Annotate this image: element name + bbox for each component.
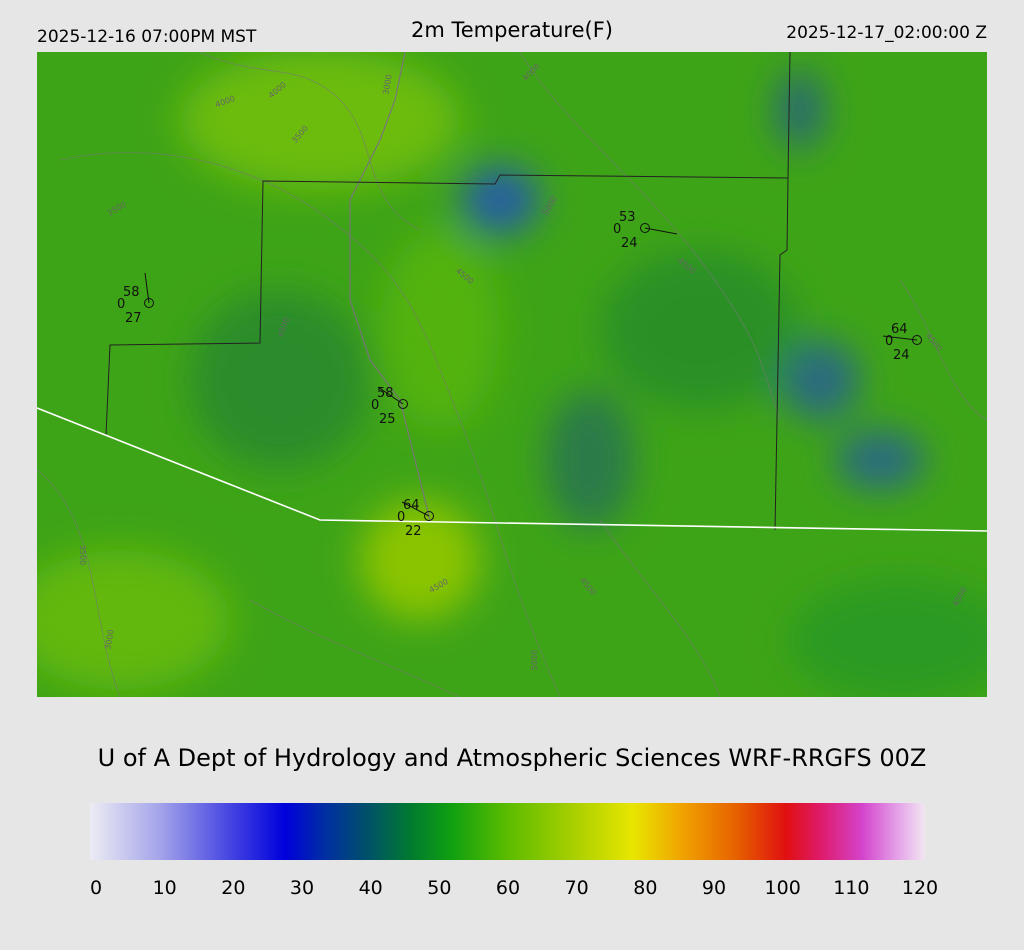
station-dewpoint: 25	[379, 412, 396, 427]
station-temperature: 64	[891, 322, 908, 337]
station-temperature: 58	[377, 386, 394, 401]
colorbar-tick-label: 80	[633, 877, 657, 899]
station-temperature: 58	[123, 285, 140, 300]
colorbar-tick-label: 40	[359, 877, 383, 899]
contour-label: 5000	[530, 650, 539, 670]
station-cover: 0	[397, 510, 405, 525]
wind-barb	[882, 335, 918, 341]
station-circle	[398, 399, 408, 409]
station-circle	[424, 511, 434, 521]
map-title: 2m Temperature(F)	[411, 18, 613, 42]
river	[349, 52, 431, 521]
state-border	[37, 407, 987, 532]
county-borders	[105, 52, 791, 436]
station-cover: 0	[613, 222, 621, 237]
wind-barb	[377, 386, 404, 405]
colorbar	[90, 803, 925, 860]
wind-barb	[644, 227, 678, 235]
colorbar-tick-label: 120	[902, 877, 938, 899]
colorbar-tick-label: 70	[565, 877, 589, 899]
contour-label: 3000	[381, 74, 393, 96]
station-dewpoint: 27	[125, 311, 142, 326]
colorbar-tick-label: 0	[90, 877, 102, 899]
colorbar-tick-label: 30	[290, 877, 314, 899]
station-temperature: 53	[619, 210, 636, 225]
contour-label: 3000	[103, 629, 115, 651]
station-dewpoint: 24	[893, 348, 910, 363]
county-borders	[774, 177, 789, 531]
colorbar-tick-label: 100	[765, 877, 801, 899]
colorbar-tick-label: 110	[833, 877, 869, 899]
temperature-field	[37, 52, 987, 697]
valid-local-time: 2025-12-16 07:00PM MST	[37, 27, 257, 47]
contours	[37, 52, 987, 697]
station-dewpoint: 24	[621, 236, 638, 251]
station-cover: 0	[371, 398, 379, 413]
station-circle	[640, 223, 650, 233]
colorbar-tick-label: 50	[427, 877, 451, 899]
footer-credit: U of A Dept of Hydrology and Atmospheric…	[98, 744, 927, 772]
contour-label: 3500	[78, 545, 87, 565]
map: 3000400040003500400035004500450050004500…	[37, 52, 987, 697]
station-dewpoint: 22	[405, 524, 422, 539]
station-circle	[144, 298, 154, 308]
colorbar-tick-label: 10	[153, 877, 177, 899]
colorbar-tick-label: 20	[221, 877, 245, 899]
station-circle	[912, 335, 922, 345]
station-cover: 0	[117, 297, 125, 312]
wind-barb	[144, 272, 150, 304]
valid-utc-time: 2025-12-17_02:00:00 Z	[786, 23, 987, 43]
station-cover: 0	[885, 334, 893, 349]
colorbar-tick-label: 60	[496, 877, 520, 899]
station-temperature: 64	[403, 498, 420, 513]
wind-barb	[401, 501, 430, 517]
colorbar-tick-label: 90	[702, 877, 726, 899]
